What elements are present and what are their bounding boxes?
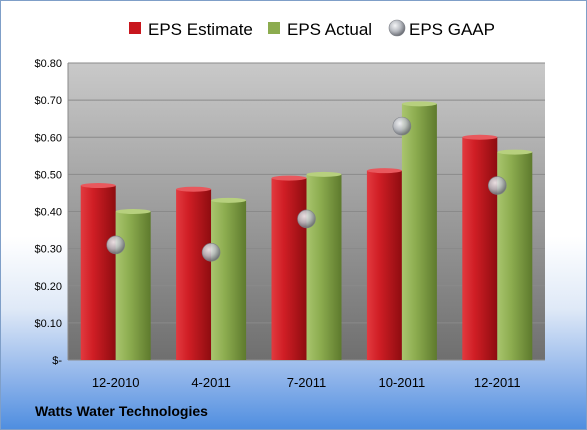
- bar-eps-estimate: [462, 137, 498, 360]
- y-tick-label: $0.70: [34, 95, 62, 107]
- y-tick-label: $0.40: [34, 207, 62, 219]
- legend-label: EPS GAAP: [409, 20, 495, 39]
- y-tick-label: $0.50: [34, 169, 62, 181]
- y-tick-label: $0.10: [34, 318, 62, 330]
- legend-label: EPS Actual: [287, 20, 372, 39]
- bar-eps-actual: [211, 200, 247, 360]
- bar-top-cap: [401, 101, 437, 107]
- point-eps-gaap: [106, 235, 125, 255]
- x-tick-label: 12-2010: [92, 375, 140, 390]
- bar-top-cap: [366, 168, 402, 174]
- y-tick-label: $-: [52, 355, 62, 367]
- y-tick-label: $0.80: [34, 58, 62, 70]
- x-tick-label: 10-2011: [379, 375, 426, 390]
- x-tick-label: 7-2011: [287, 375, 327, 390]
- point-eps-gaap: [487, 176, 507, 195]
- bar-eps-estimate: [366, 170, 402, 360]
- bar-eps-estimate: [176, 189, 212, 360]
- company-name-label: Watts Water Technologies: [35, 403, 208, 419]
- bar-top-cap: [176, 186, 212, 192]
- bar-eps-actual: [306, 174, 342, 360]
- bar-top-cap: [306, 171, 342, 177]
- point-eps-gaap: [392, 116, 412, 136]
- point-eps-gaap: [201, 243, 221, 262]
- bar-eps-estimate: [271, 178, 307, 360]
- legend-swatch-eps-gaap: [388, 19, 406, 37]
- x-tick-label: 12-2011: [474, 375, 521, 390]
- point-eps-gaap: [297, 209, 316, 229]
- x-tick-label: 4-2011: [191, 375, 231, 390]
- bar-top-cap: [80, 183, 116, 189]
- bar-top-cap: [497, 149, 533, 155]
- bar-eps-estimate: [80, 185, 116, 360]
- bar-top-cap: [211, 197, 247, 203]
- y-tick-label: $0.60: [34, 132, 62, 144]
- bar-eps-actual: [401, 103, 437, 361]
- y-tick-label: $0.30: [34, 244, 62, 256]
- bar-top-cap: [115, 209, 151, 214]
- bar-top-cap: [462, 134, 498, 140]
- y-tick-label: $0.20: [34, 281, 62, 293]
- legend-label: EPS Estimate: [148, 20, 253, 39]
- legend-swatch-eps-actual: [268, 22, 280, 34]
- legend-swatch-eps-estimate: [129, 22, 141, 34]
- bar-eps-actual: [115, 211, 151, 360]
- bar-top-cap: [271, 175, 307, 181]
